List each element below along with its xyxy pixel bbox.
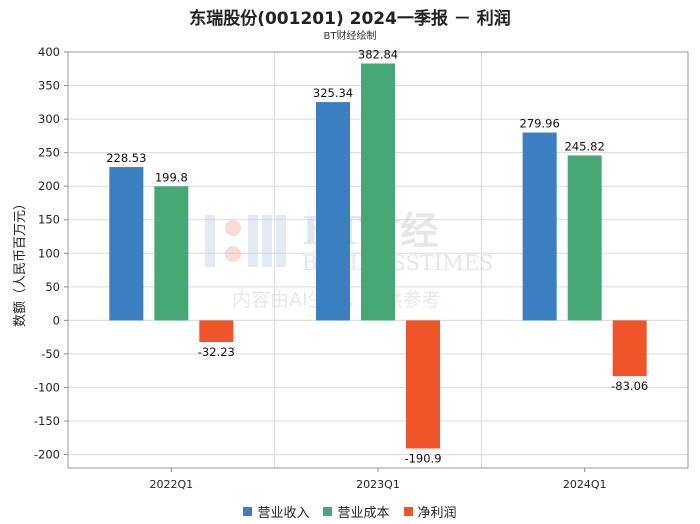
bar-净利润 [406,320,440,449]
watermark-logo-dot-2 [225,246,241,262]
data-label: -32.23 [198,345,235,359]
data-label: 382.84 [358,48,398,62]
watermark-logo-bar-2 [248,215,258,267]
y-tick-label: -100 [34,380,60,394]
chart-subtitle: BT财经绘制 [323,31,377,42]
legend-swatch [243,507,253,516]
legend-item: 营业成本 [323,502,390,521]
bar-营业成本 [361,63,395,321]
legend-swatch [323,507,333,516]
legend-label: 营业成本 [337,506,390,521]
x-tick-label: 2022Q1 [150,478,194,491]
y-tick-label: -50 [41,347,60,361]
legend-swatch [403,507,413,516]
y-tick-label: 50 [45,280,60,294]
y-tick-label: 100 [38,246,60,260]
y-tick-label: 0 [53,313,60,327]
y-tick-label: 300 [38,112,60,126]
watermark-logo-bar-4 [276,215,286,267]
data-label: 325.34 [313,86,353,100]
y-tick-label: 150 [38,213,60,227]
bar-营业收入 [522,132,557,321]
data-label: 245.82 [565,139,605,153]
watermark-logo-dot-1 [225,220,241,236]
data-label: 279.96 [520,117,560,131]
bar-净利润 [612,320,647,377]
y-tick-label: 400 [38,45,60,59]
y-tick-label: 350 [38,79,60,93]
watermark-logo-bar-3 [262,215,272,267]
legend-item: 营业收入 [243,502,309,521]
axis-layer: 400 350 300 250 200 150 100 50 0 -50 -100 -150 -200 2… [34,45,689,491]
y-axis-label: 数额（人民币百万元） [13,197,28,327]
y-tick-label: 250 [38,146,60,160]
bar-营业成本 [567,155,602,321]
chart-title: 东瑞股份(001201) 2024一季报 － 利润 [189,9,511,29]
bar-营业收入 [109,167,144,321]
bar-营业收入 [316,102,350,321]
bar-净利润 [199,320,234,343]
legend-item: 净利润 [403,502,457,521]
y-tick-label: -200 [34,448,60,462]
legend-label: 净利润 [417,506,457,521]
data-label: 199.8 [155,170,188,184]
bar-layer: 228.53 325.34 279.96 199.8 382.84 245.82 -32.2… [106,48,648,466]
legend-label: 营业收入 [257,506,310,521]
watermark-logo-bar-1 [205,215,215,267]
data-label: -190.9 [404,451,441,465]
bar-营业成本 [154,186,189,321]
data-label: 228.53 [106,151,146,165]
y-tick-label: 200 [38,179,60,193]
legend: 营业收入 营业成本 净利润 [0,502,700,521]
y-tick-label: -150 [34,414,60,428]
x-tick-label: 2023Q1 [356,478,400,491]
x-tick-label: 2024Q1 [563,478,607,491]
data-label: -83.06 [611,379,648,393]
profit-bar-chart: BT财经 BUSINESSTIMES 内容由AI生成，仅供参考 40035030… [13,45,689,491]
